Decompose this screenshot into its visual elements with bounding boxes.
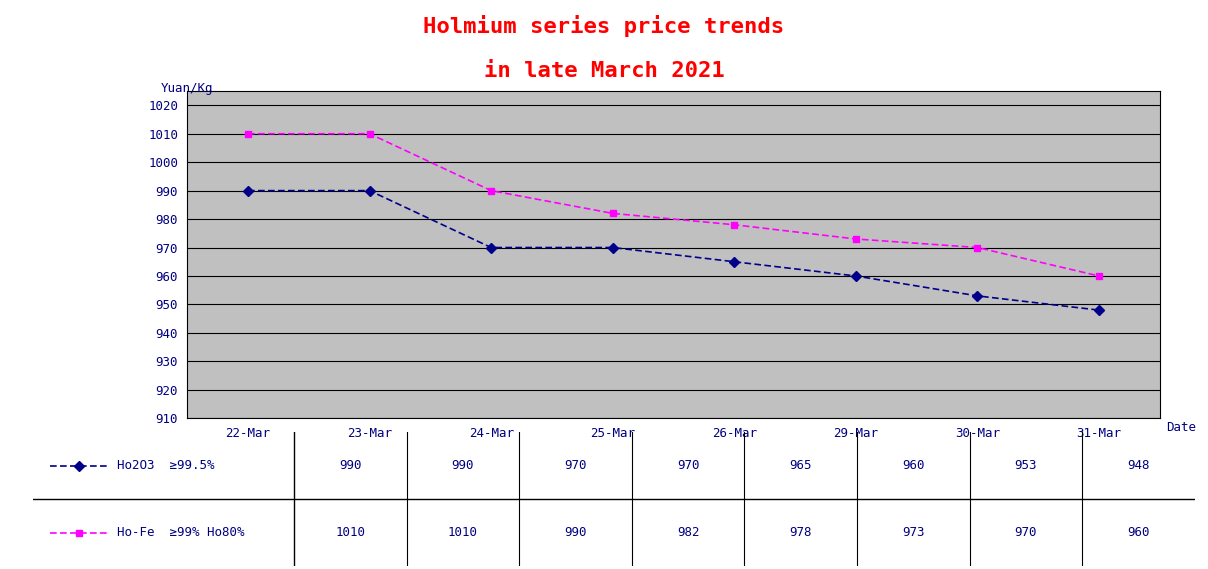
Text: 960: 960 <box>902 459 924 472</box>
Text: 948: 948 <box>1127 459 1150 472</box>
Text: 1010: 1010 <box>448 526 478 539</box>
Text: Ho-Fe  ≥99% Ho80%: Ho-Fe ≥99% Ho80% <box>117 526 245 539</box>
Text: Date: Date <box>1166 422 1196 434</box>
Text: 978: 978 <box>790 526 812 539</box>
Text: 990: 990 <box>564 526 587 539</box>
Text: in late March 2021: in late March 2021 <box>483 61 725 81</box>
Text: 1010: 1010 <box>336 526 365 539</box>
Text: 960: 960 <box>1127 526 1150 539</box>
Text: Yuan/Kg: Yuan/Kg <box>161 82 213 94</box>
Text: Holmium series price trends: Holmium series price trends <box>424 15 784 36</box>
Text: 990: 990 <box>452 459 475 472</box>
Text: Ho2O3  ≥99.5%: Ho2O3 ≥99.5% <box>117 459 215 472</box>
Text: 982: 982 <box>676 526 699 539</box>
Text: 953: 953 <box>1015 459 1038 472</box>
Text: 990: 990 <box>339 459 361 472</box>
Text: 973: 973 <box>902 526 924 539</box>
Text: 965: 965 <box>790 459 812 472</box>
Text: 970: 970 <box>1015 526 1038 539</box>
Text: 970: 970 <box>676 459 699 472</box>
Text: 970: 970 <box>564 459 587 472</box>
